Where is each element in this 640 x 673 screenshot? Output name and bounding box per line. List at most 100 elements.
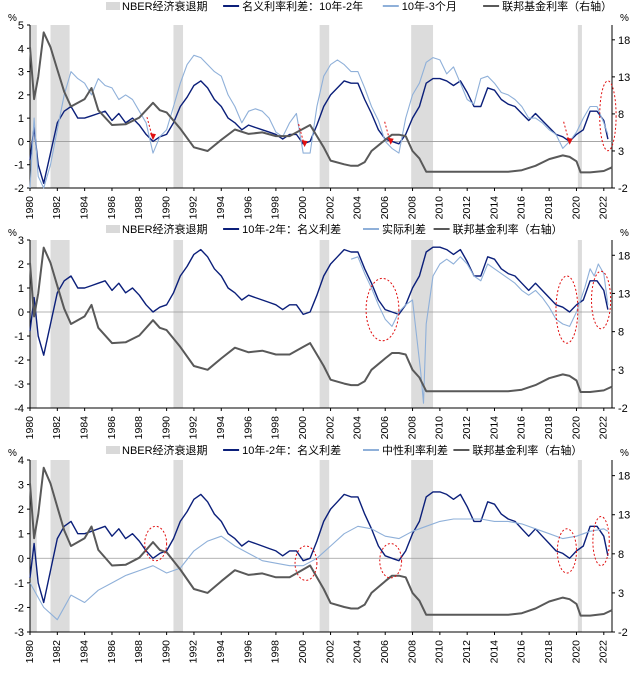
y-tick-label: -3 [14, 379, 24, 391]
y-unit-right: % [620, 228, 629, 239]
highlight-ellipse [556, 528, 577, 574]
recession-band [577, 25, 582, 188]
x-tick-label: 2018 [543, 416, 555, 440]
x-tick-label: 1986 [106, 196, 118, 220]
y-tick-label: 5 [18, 20, 24, 32]
x-tick-label: 1986 [106, 640, 118, 664]
y2-tick-label: 18 [618, 471, 630, 483]
legend-label: 中性利率利差 [382, 443, 448, 457]
x-tick-label: 2016 [516, 196, 528, 220]
x-tick-label: 2022 [598, 196, 610, 220]
x-tick-label: 1986 [106, 416, 118, 440]
series-line [29, 246, 613, 393]
x-tick-label: 1982 [51, 196, 63, 220]
recession-band [50, 460, 70, 632]
recession-band [30, 240, 37, 408]
y-tick-label: 1 [18, 529, 24, 541]
x-tick-label: 1988 [133, 640, 145, 664]
x-tick-label: 1980 [24, 416, 36, 440]
x-tick-label: 1992 [188, 640, 200, 664]
x-tick-label: 1990 [160, 640, 172, 664]
legend-label: 联邦基金利率（右轴） [453, 222, 563, 236]
y-tick-label: 0 [18, 136, 24, 148]
y-unit-left: % [8, 228, 17, 239]
x-tick-label: 1982 [51, 640, 63, 664]
recession-band [50, 25, 70, 188]
x-tick-label: 2008 [406, 196, 418, 220]
legend-label: NBER经济衰退期 [122, 443, 208, 457]
legend-label: 联邦基金利率（右轴） [472, 443, 582, 457]
y2-tick-label: 3 [618, 588, 624, 600]
y2-tick-label: 13 [618, 288, 630, 300]
legend-label: 实际利差 [382, 222, 426, 236]
y-tick-label: -4 [14, 403, 24, 415]
x-tick-label: 1994 [215, 640, 227, 664]
y2-tick-label: -2 [618, 627, 628, 639]
legend-label: 联邦基金利率（右轴） [502, 0, 612, 13]
x-tick-label: 2022 [598, 640, 610, 664]
series-line [29, 466, 613, 617]
x-tick-label: 1988 [133, 196, 145, 220]
series-line [29, 246, 609, 356]
y-tick-label: 1 [18, 283, 24, 295]
y2-tick-label: 8 [618, 109, 624, 121]
x-tick-label: 2016 [516, 640, 528, 664]
y-unit-right: % [620, 448, 629, 459]
y-unit-left: % [8, 448, 17, 459]
x-tick-label: 2010 [434, 416, 446, 440]
legend-label: 10年-3个月 [402, 0, 457, 13]
highlight-ellipse [365, 277, 400, 342]
y-tick-label: 3 [18, 235, 24, 247]
highlight-arrow-head [149, 133, 156, 141]
x-tick-label: 1982 [51, 416, 63, 440]
legend-swatch-box [106, 446, 120, 454]
y2-tick-label: 18 [618, 35, 630, 47]
x-tick-label: 1996 [242, 416, 254, 440]
recession-band [411, 460, 434, 632]
recession-band [173, 240, 184, 408]
x-tick-label: 2000 [297, 416, 309, 440]
x-tick-label: 1992 [188, 416, 200, 440]
x-tick-label: 2020 [570, 640, 582, 664]
y-tick-label: 0 [18, 553, 24, 565]
x-tick-label: 2006 [379, 416, 391, 440]
series-line [29, 518, 609, 621]
y-tick-label: -3 [14, 627, 24, 639]
highlight-arrow-head [387, 137, 394, 145]
y-unit-right: % [620, 13, 629, 24]
x-tick-label: 1998 [270, 640, 282, 664]
x-tick-label: 1992 [188, 196, 200, 220]
x-tick-label: 1996 [242, 196, 254, 220]
x-tick-label: 2010 [434, 640, 446, 664]
y2-tick-label: 3 [618, 146, 624, 158]
x-tick-label: 2014 [488, 416, 500, 440]
x-tick-label: 2000 [297, 640, 309, 664]
x-tick-label: 2012 [461, 640, 473, 664]
x-tick-label: 1988 [133, 416, 145, 440]
x-tick-label: 1990 [160, 196, 172, 220]
y-tick-label: 0 [18, 307, 24, 319]
series-line [29, 77, 609, 185]
x-tick-label: 2018 [543, 640, 555, 664]
legend-swatch-box [106, 2, 120, 10]
series-line [350, 256, 609, 404]
x-tick-label: 2014 [488, 196, 500, 220]
y-tick-label: 2 [18, 259, 24, 271]
x-tick-label: 2004 [352, 196, 364, 220]
y-tick-label: -1 [14, 331, 24, 343]
y-tick-label: 4 [18, 455, 24, 467]
y-tick-label: 2 [18, 90, 24, 102]
y-tick-label: -2 [14, 183, 24, 195]
y-tick-label: -2 [14, 602, 24, 614]
y2-tick-label: 13 [618, 510, 630, 522]
highlight-ellipse [379, 543, 403, 579]
x-tick-label: 1994 [215, 416, 227, 440]
x-tick-label: 1980 [24, 640, 36, 664]
x-tick-label: 2004 [352, 416, 364, 440]
x-tick-label: 2020 [570, 196, 582, 220]
x-tick-label: 2000 [297, 196, 309, 220]
highlight-ellipse [144, 525, 168, 562]
highlight-arrow-head [566, 137, 573, 145]
x-tick-label: 2008 [406, 416, 418, 440]
legend-swatch-box [106, 225, 120, 233]
